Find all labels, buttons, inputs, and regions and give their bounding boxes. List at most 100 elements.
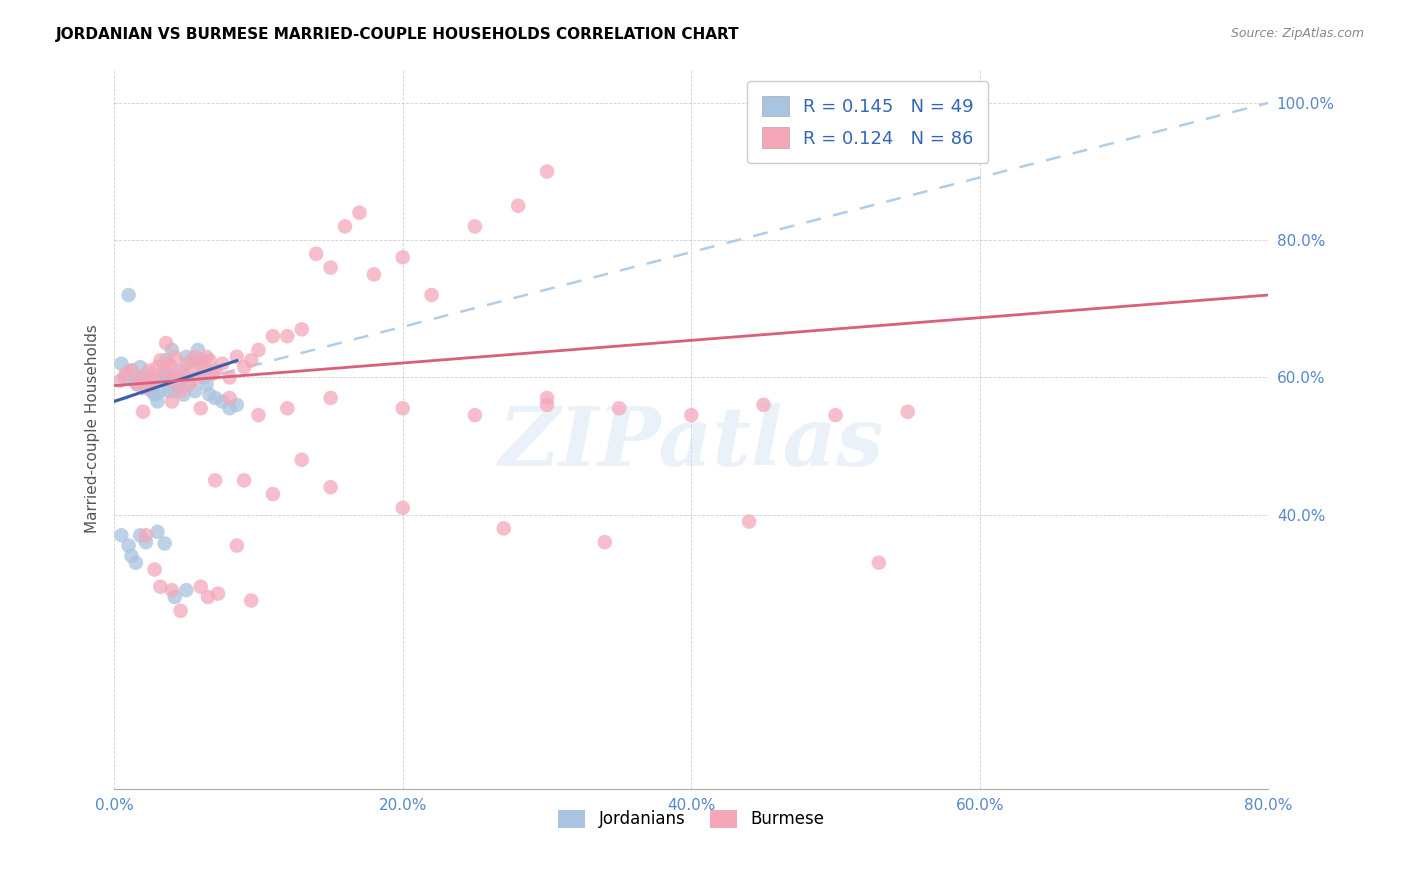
Point xyxy=(225,350,247,364)
Point xyxy=(138,363,160,377)
Point xyxy=(110,528,132,542)
Point xyxy=(464,219,486,234)
Point xyxy=(195,350,218,364)
Point xyxy=(187,343,209,357)
Point xyxy=(897,405,920,419)
Point xyxy=(607,401,630,416)
Point xyxy=(198,353,221,368)
Point xyxy=(132,370,155,384)
Point xyxy=(163,590,186,604)
Point xyxy=(117,539,139,553)
Point xyxy=(114,367,136,381)
Point xyxy=(117,288,139,302)
Point xyxy=(225,539,247,553)
Point xyxy=(149,384,172,398)
Point xyxy=(129,360,152,375)
Point xyxy=(193,360,215,375)
Point xyxy=(172,387,194,401)
Point xyxy=(146,360,169,375)
Point xyxy=(247,408,270,422)
Point xyxy=(190,401,212,416)
Point xyxy=(132,405,155,419)
Point xyxy=(153,367,176,381)
Text: JORDANIAN VS BURMESE MARRIED-COUPLE HOUSEHOLDS CORRELATION CHART: JORDANIAN VS BURMESE MARRIED-COUPLE HOUS… xyxy=(56,27,740,42)
Point xyxy=(195,377,218,392)
Point xyxy=(157,357,180,371)
Point xyxy=(146,524,169,539)
Point xyxy=(124,374,146,388)
Point xyxy=(593,535,616,549)
Point xyxy=(125,556,148,570)
Point xyxy=(143,387,166,401)
Point xyxy=(110,357,132,371)
Point xyxy=(155,353,177,368)
Point xyxy=(276,329,298,343)
Point xyxy=(121,549,143,563)
Point xyxy=(262,487,284,501)
Point xyxy=(160,583,183,598)
Point xyxy=(363,268,385,282)
Point xyxy=(262,329,284,343)
Point xyxy=(349,205,371,219)
Point xyxy=(169,604,191,618)
Point xyxy=(181,353,204,368)
Point xyxy=(149,353,172,368)
Point xyxy=(738,515,761,529)
Point xyxy=(190,353,212,368)
Point xyxy=(240,593,263,607)
Point xyxy=(391,250,413,264)
Point xyxy=(391,401,413,416)
Point xyxy=(160,374,183,388)
Point xyxy=(291,452,314,467)
Point xyxy=(176,357,198,371)
Point xyxy=(132,370,155,384)
Point xyxy=(536,164,558,178)
Point xyxy=(464,408,486,422)
Point xyxy=(190,357,212,371)
Point xyxy=(420,288,443,302)
Point xyxy=(225,398,247,412)
Point xyxy=(276,401,298,416)
Point xyxy=(157,384,180,398)
Point xyxy=(536,391,558,405)
Point xyxy=(868,556,890,570)
Point xyxy=(146,394,169,409)
Point xyxy=(193,370,215,384)
Point xyxy=(146,374,169,388)
Point xyxy=(176,583,198,598)
Point xyxy=(157,370,180,384)
Point xyxy=(319,391,342,405)
Point xyxy=(207,586,229,600)
Point xyxy=(143,563,166,577)
Point xyxy=(211,357,233,371)
Point xyxy=(218,391,240,405)
Point xyxy=(127,377,149,392)
Point xyxy=(179,374,201,388)
Point xyxy=(184,350,207,364)
Point xyxy=(204,474,226,488)
Point xyxy=(138,377,160,392)
Legend: Jordanians, Burmese: Jordanians, Burmese xyxy=(551,803,831,835)
Point xyxy=(319,480,342,494)
Point xyxy=(176,350,198,364)
Y-axis label: Married-couple Households: Married-couple Households xyxy=(86,325,100,533)
Point xyxy=(187,370,209,384)
Point xyxy=(160,394,183,409)
Point xyxy=(135,367,157,381)
Point xyxy=(108,374,131,388)
Point xyxy=(169,363,191,377)
Point xyxy=(141,377,163,392)
Point xyxy=(172,367,194,381)
Point xyxy=(152,370,174,384)
Point xyxy=(135,381,157,395)
Point xyxy=(333,219,356,234)
Text: ZIPatlas: ZIPatlas xyxy=(499,403,884,483)
Point xyxy=(112,370,135,384)
Point xyxy=(492,521,515,535)
Point xyxy=(166,377,188,392)
Point xyxy=(155,336,177,351)
Point xyxy=(536,398,558,412)
Point xyxy=(184,384,207,398)
Point xyxy=(149,580,172,594)
Point xyxy=(240,353,263,368)
